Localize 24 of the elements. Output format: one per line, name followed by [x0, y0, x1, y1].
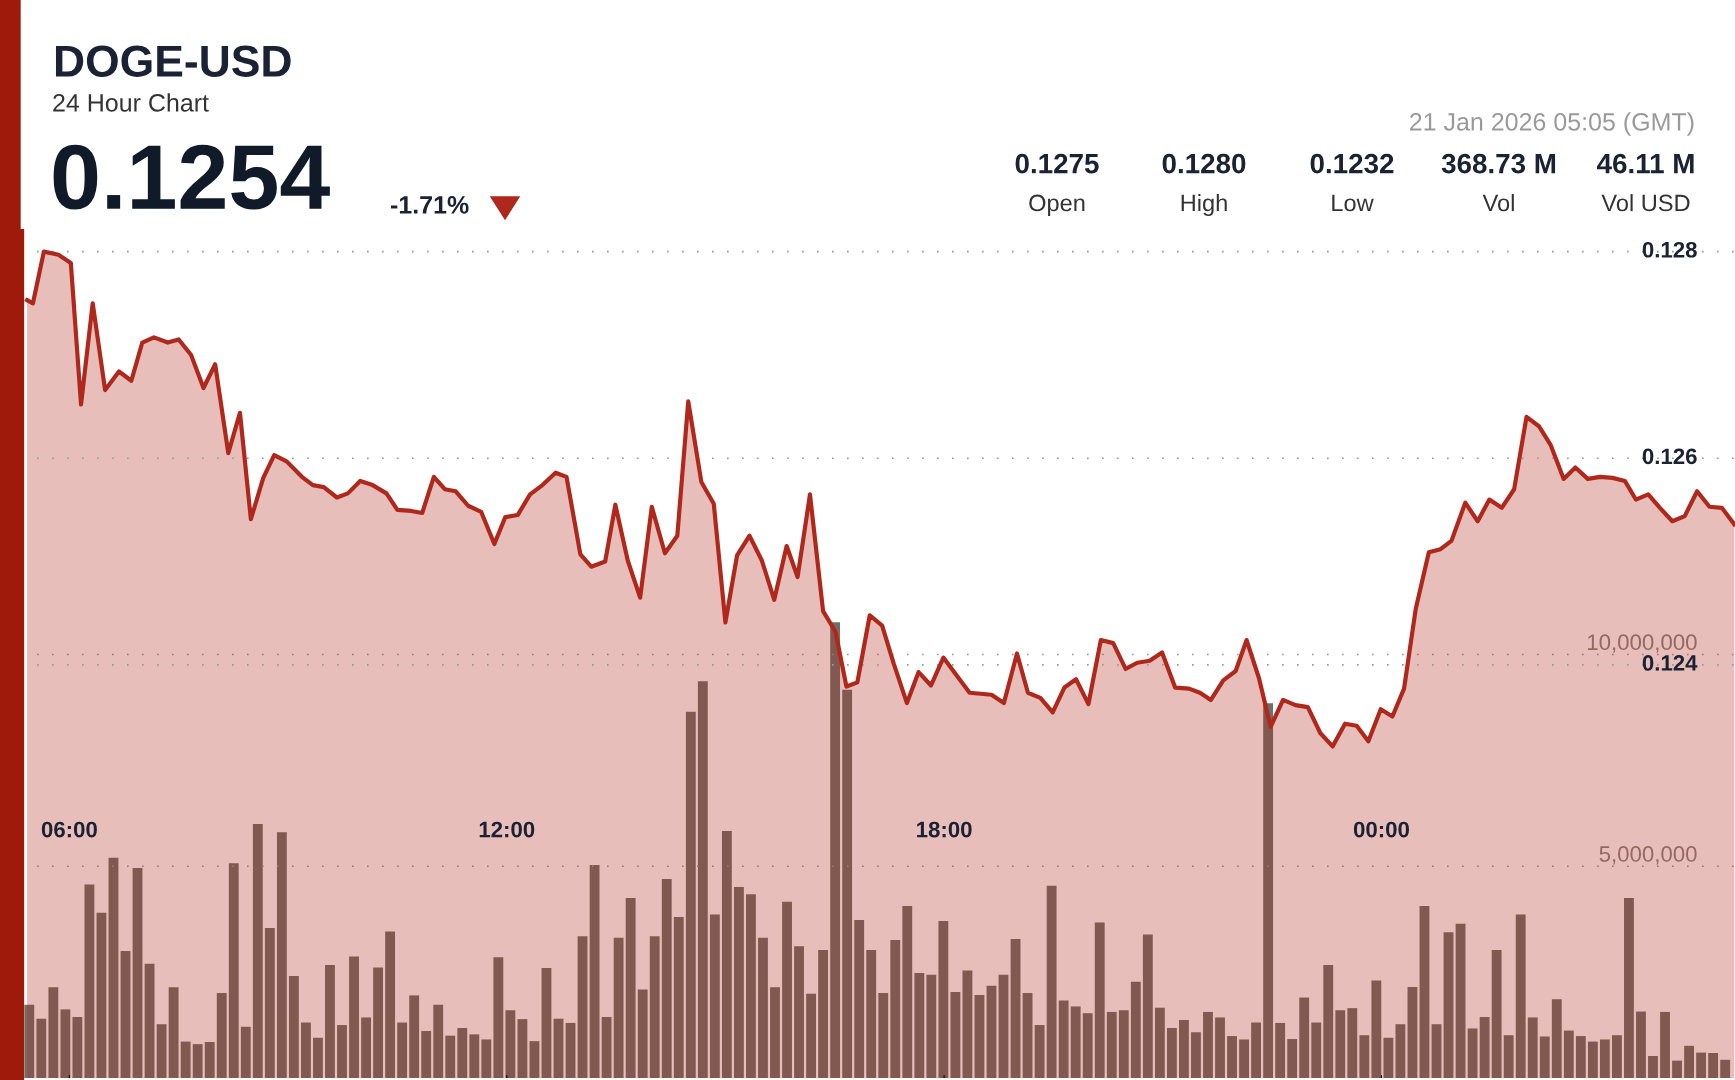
text: 368.73 M — [1441, 153, 1556, 174]
chart-subtitle: 24 Hour Chart — [53, 93, 209, 112]
text: -1.71% — [390, 196, 469, 214]
text: Vol USD — [1601, 194, 1690, 212]
y-tick-label: 0.124 — [1642, 655, 1698, 671]
text: Low — [1332, 194, 1374, 212]
chart-title: DOGE-USD — [55, 45, 291, 77]
text: 21 Jan 2026 05:05 (GMT) — [1410, 112, 1694, 136]
text: 0.1232 — [1310, 153, 1394, 174]
text: 0.1254 — [53, 144, 330, 210]
y2-tick-label: 5,000,000 — [1599, 846, 1697, 865]
y-tick-label: 0.126 — [1642, 448, 1697, 465]
text: High — [1181, 194, 1227, 216]
text: 0.1280 — [1162, 153, 1246, 174]
text: 46.11 M — [1597, 153, 1694, 174]
x-tick-label: 12:00 — [479, 821, 535, 838]
text: 0.1275 — [1015, 153, 1099, 174]
x-tick-label: 06:00 — [41, 821, 97, 838]
y2-tick-label: 10,000,000 — [1587, 634, 1697, 653]
x-tick-label: 00:00 — [1353, 821, 1409, 838]
text: Vol — [1482, 194, 1514, 212]
text: Open — [1029, 194, 1085, 216]
x-tick-label: 18:00 — [917, 821, 972, 838]
y-tick-label: 0.128 — [1642, 241, 1697, 258]
